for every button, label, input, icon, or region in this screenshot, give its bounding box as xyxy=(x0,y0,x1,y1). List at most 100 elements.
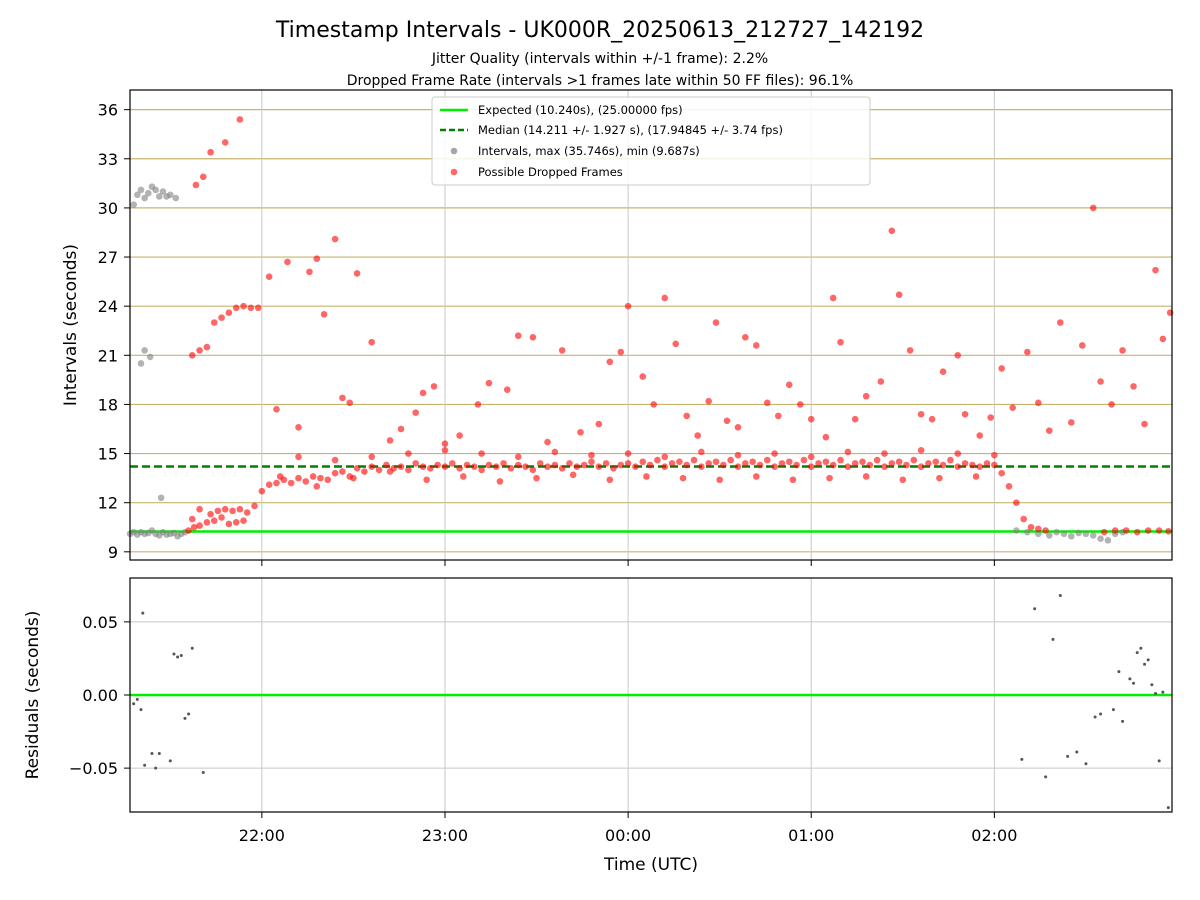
dropped-frame-point xyxy=(1108,401,1115,408)
legend: Expected (10.240s), (25.00000 fps) Media… xyxy=(431,96,871,186)
dropped-frame-point xyxy=(459,473,467,480)
dropped-frame-point xyxy=(196,347,203,354)
residual-point xyxy=(143,763,147,767)
dropped-frame-point xyxy=(947,456,954,464)
residual-point xyxy=(1128,677,1132,681)
residual-point xyxy=(183,716,187,720)
y-tick-label: 27 xyxy=(98,248,118,267)
dropped-frame-point xyxy=(232,304,240,312)
dropped-frame-point xyxy=(368,463,376,470)
dropped-frame-point xyxy=(207,510,214,518)
residual-point xyxy=(1044,775,1048,779)
dropped-frame-point xyxy=(1056,319,1064,326)
dropped-frame-point xyxy=(837,338,844,346)
dropped-frame-point xyxy=(533,474,540,482)
dropped-frame-point xyxy=(881,450,888,457)
interval-point xyxy=(137,360,145,367)
dropped-frame-point xyxy=(1046,427,1053,434)
dropped-frame-point xyxy=(386,437,394,444)
dropped-frame-point xyxy=(734,451,742,459)
dropped-frame-point xyxy=(925,460,932,467)
dropped-frame-point xyxy=(449,460,456,467)
dropped-frame-point xyxy=(932,458,940,466)
dropped-frame-point xyxy=(705,397,712,405)
dropped-frame-point xyxy=(928,415,936,423)
dropped-frame-point xyxy=(485,461,493,469)
dropped-frame-point xyxy=(302,478,310,485)
dropped-frame-point xyxy=(218,514,225,521)
dropped-frame-point xyxy=(1159,335,1167,343)
dropped-frame-point xyxy=(196,505,203,513)
dropped-frame-point xyxy=(679,474,687,482)
interval-point xyxy=(152,186,159,194)
dropped-frame-point xyxy=(899,476,907,484)
residual-point xyxy=(1117,670,1121,674)
dropped-frame-point xyxy=(188,515,196,523)
dropped-frame-point xyxy=(936,474,943,482)
dropped-frame-point xyxy=(580,461,588,469)
dropped-frame-point xyxy=(210,517,218,524)
dropped-frame-point xyxy=(225,309,233,317)
interval-point xyxy=(172,194,180,202)
dropped-frame-point xyxy=(888,460,896,467)
dropped-frame-point xyxy=(976,432,984,439)
residual-point xyxy=(1161,690,1165,694)
interval-point xyxy=(1035,530,1042,538)
dropped-frame-point xyxy=(650,401,658,408)
residual-point xyxy=(154,766,158,770)
legend-expected-label: Expected (10.240s), (25.00000 fps) xyxy=(478,103,683,117)
dropped-frame-point xyxy=(441,440,449,448)
residual-point xyxy=(1146,658,1150,662)
y-tick-label: 30 xyxy=(98,199,118,218)
dropped-frame-point xyxy=(1122,527,1130,534)
dropped-frame-point xyxy=(496,478,504,485)
residual-point xyxy=(168,759,172,763)
dropped-frame-point xyxy=(961,460,969,467)
residual-point xyxy=(1020,757,1024,761)
dropped-frame-point xyxy=(617,461,625,469)
dropped-frame-point xyxy=(917,410,925,418)
dropped-frame-point xyxy=(742,333,749,341)
interval-point xyxy=(1053,528,1060,536)
interval-point xyxy=(1046,532,1053,539)
interval-point xyxy=(141,194,148,202)
dropped-frame-point xyxy=(1155,527,1163,534)
dropped-frame-point xyxy=(1024,348,1031,356)
interval-point xyxy=(130,201,137,208)
dropped-frame-point xyxy=(881,463,888,470)
dropped-frame-point xyxy=(800,456,808,464)
dropped-frame-point xyxy=(906,347,914,354)
dropped-frame-point xyxy=(383,461,390,469)
residual-point xyxy=(1157,759,1161,763)
dropped-frame-point xyxy=(793,461,800,469)
dropped-frame-point xyxy=(232,519,240,526)
bottom-y-axis-label: Residuals (seconds) xyxy=(23,611,43,780)
dropped-frame-point xyxy=(1089,204,1097,212)
residual-point xyxy=(150,752,154,755)
residuals-plot: 0.05 0.00 −0.05 22:00 23:00 00:00 01:00 02:00 xyxy=(69,577,1173,845)
dropped-frame-point xyxy=(566,460,573,467)
dropped-frame-point xyxy=(588,451,595,459)
interval-point xyxy=(1013,527,1020,534)
dropped-frame-point xyxy=(1078,342,1086,349)
dropped-frame-point xyxy=(210,319,218,326)
interval-point xyxy=(1097,535,1104,543)
residual-point xyxy=(1099,712,1103,716)
residual-point xyxy=(1066,754,1070,758)
top-y-axis-label: Intervals (seconds) xyxy=(61,244,81,406)
dropped-frame-point xyxy=(276,473,284,480)
dropped-frame-point xyxy=(888,227,896,235)
dropped-frame-point xyxy=(199,173,207,181)
dropped-frame-point xyxy=(405,466,412,474)
dropped-frame-point xyxy=(346,399,354,407)
dropped-frame-point xyxy=(295,474,302,482)
dropped-frame-point xyxy=(441,446,449,454)
dropped-frame-point xyxy=(742,460,749,467)
dropped-frame-point xyxy=(917,463,925,470)
dropped-frame-point xyxy=(606,476,614,484)
dropped-frame-point xyxy=(368,453,376,461)
dropped-frame-point xyxy=(807,463,815,470)
legend-dropped-swatch xyxy=(450,168,458,176)
dropped-frame-point xyxy=(705,460,712,467)
